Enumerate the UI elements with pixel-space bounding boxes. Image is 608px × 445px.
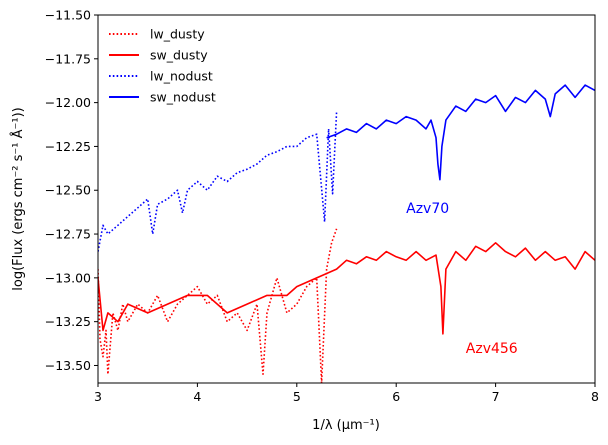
y-tick-label: −12.75 [45, 227, 91, 242]
legend: lw_dusty sw_dusty lw_nodust sw_nodust [109, 27, 216, 105]
x-tick-label: 5 [293, 389, 301, 404]
y-tick-label: −12.25 [45, 139, 91, 154]
x-axis-label: 1/λ (μm⁻¹) [312, 418, 380, 433]
x-tick-label: 8 [591, 389, 599, 404]
legend-label-lw-dusty: lw_dusty [150, 27, 205, 42]
legend-label-lw-nodust: lw_nodust [150, 69, 213, 84]
legend-label-sw-nodust: sw_nodust [150, 90, 216, 105]
ticks-layer: 3 4 5 6 7 8 −11.50 −11.75 −12.00 −12.25 −12.50 −12.… [45, 8, 599, 405]
plot-frame [97, 14, 596, 384]
series-lw-nodust [98, 111, 338, 252]
x-tick-label: 7 [492, 389, 500, 404]
y-tick-label: −12.00 [45, 95, 91, 110]
y-axis-label: log(Flux (ergs cm⁻² s⁻¹ Å⁻¹)) [10, 107, 26, 291]
series-layer [98, 84, 595, 383]
y-tick-label: −13.25 [45, 314, 91, 329]
y-tick-label: −11.50 [45, 8, 91, 23]
series-sw-dusty [98, 242, 595, 335]
y-tick-label: −13.00 [45, 270, 91, 285]
annotation-azv456: Azv456 [466, 341, 518, 357]
y-tick-label: −11.75 [45, 51, 91, 66]
x-tick-label: 4 [193, 389, 201, 404]
y-tick-label: −13.50 [45, 358, 91, 373]
legend-label-sw-dusty: sw_dusty [150, 48, 208, 63]
x-tick-label: 3 [94, 389, 102, 404]
series-sw-nodust [326, 84, 595, 181]
annotation-azv70: Azv70 [406, 201, 449, 217]
x-tick-label: 6 [392, 389, 400, 404]
y-tick-label: −12.50 [45, 183, 91, 198]
